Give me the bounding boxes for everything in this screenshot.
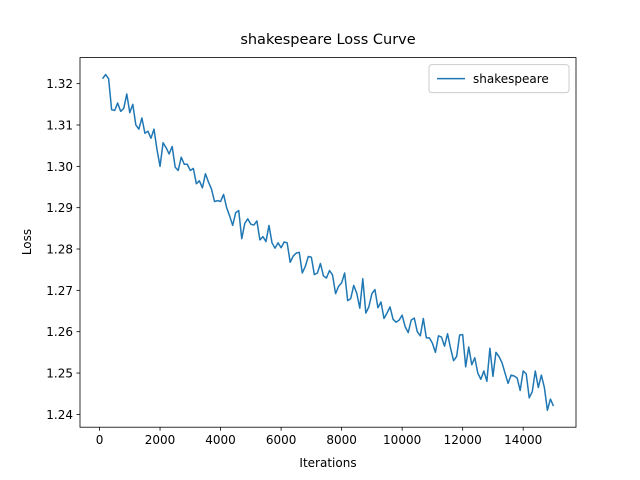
x-tick-label: 4000 <box>205 433 236 447</box>
y-tick-label: 1.30 <box>46 160 73 174</box>
y-tick-label: 1.32 <box>46 77 73 91</box>
y-tick-label: 1.24 <box>46 408 73 422</box>
x-tick-label: 8000 <box>326 433 357 447</box>
x-axis-label: Iterations <box>299 456 356 470</box>
y-axis-label: Loss <box>20 229 34 255</box>
chart-title: shakespeare Loss Curve <box>240 32 415 48</box>
plot-frame <box>79 57 577 428</box>
y-tick-label: 1.26 <box>46 325 73 339</box>
legend-box <box>428 64 570 94</box>
x-tick-label: 12000 <box>444 433 482 447</box>
y-tick-label: 1.27 <box>46 284 73 298</box>
x-tick-label: 14000 <box>504 433 542 447</box>
x-tick-label: 6000 <box>266 433 297 447</box>
y-tick-label: 1.31 <box>46 118 73 132</box>
legend-label: shakespeare <box>473 72 549 86</box>
x-tick-label: 0 <box>96 433 104 447</box>
y-tick-label: 1.29 <box>46 201 73 215</box>
data-line <box>101 73 555 411</box>
y-tick-label: 1.25 <box>46 367 73 381</box>
y-tick-label: 1.28 <box>46 243 73 257</box>
x-tick-label: 10000 <box>383 433 421 447</box>
x-tick-label: 2000 <box>145 433 176 447</box>
